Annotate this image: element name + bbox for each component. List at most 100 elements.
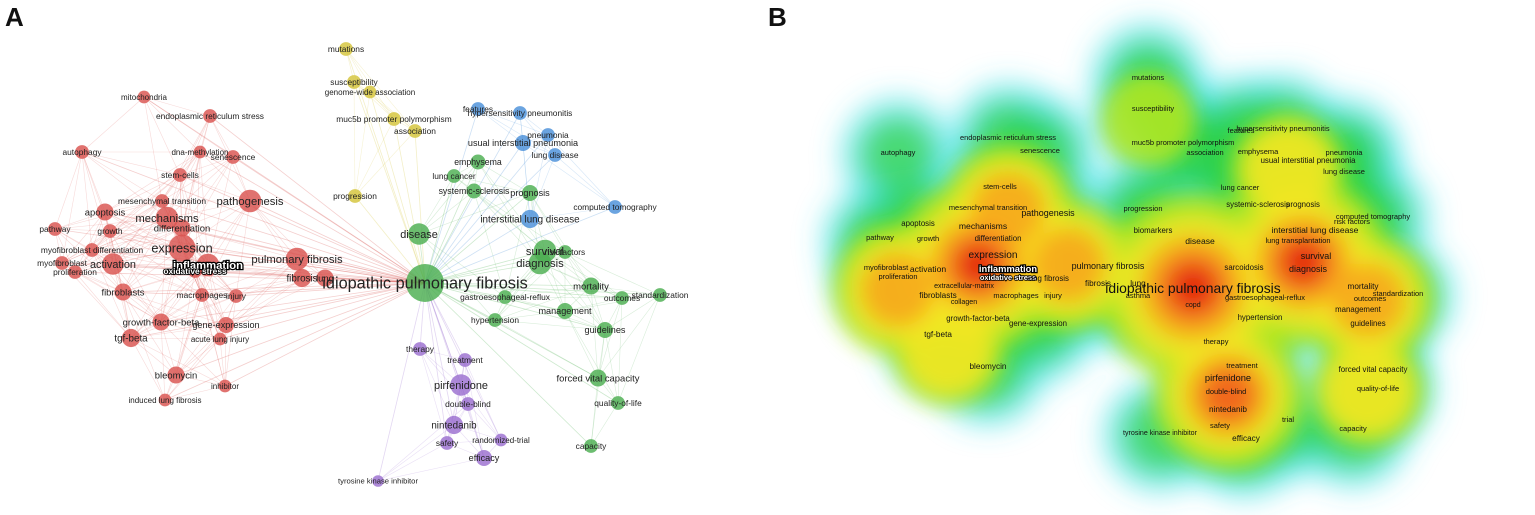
network-link <box>194 270 237 297</box>
panel-b-density-map: idiopathic pulmonary fibrosis expression i… <box>822 22 1456 499</box>
network-link <box>467 403 485 459</box>
network-link <box>74 200 163 273</box>
node-therapy <box>413 342 427 356</box>
network-link <box>91 249 209 266</box>
network-link <box>446 439 502 444</box>
node-label: induced lung fibrosis <box>128 396 201 405</box>
density-label: autophagy <box>881 148 916 157</box>
node-proliferation <box>68 265 82 279</box>
node-label: outcomes <box>604 293 640 303</box>
node-label: acute lung injury <box>191 335 249 344</box>
node-stem-cells <box>173 168 187 182</box>
density-label: gastroesophageal-reflux <box>1225 293 1305 302</box>
density-label: forced vital capacity <box>1339 365 1408 374</box>
node-label: mitochondria <box>121 93 167 102</box>
density-hotspot <box>861 253 935 327</box>
node-label: hypertension <box>471 315 519 325</box>
network-link <box>529 192 592 287</box>
node-dna-methylation <box>193 145 207 159</box>
network-link <box>91 247 183 251</box>
network-link <box>130 337 221 340</box>
network-link <box>225 277 326 326</box>
node-muc5b-promoter-polymorphism <box>387 112 401 126</box>
node-label: myofibroblast differentiation <box>41 245 144 255</box>
network-link <box>477 108 556 156</box>
density-label: extracellular-matrix <box>934 282 994 290</box>
network-link <box>175 338 221 376</box>
network-link <box>418 190 475 235</box>
network-link <box>199 151 426 284</box>
density-label: systemic-sclerosis <box>1226 200 1290 209</box>
node-pneumonia <box>541 128 555 142</box>
network-link <box>112 217 168 265</box>
network-link <box>122 291 227 326</box>
network-link <box>424 282 619 404</box>
density-label: features <box>1228 126 1255 135</box>
network-link <box>207 264 221 340</box>
network-link <box>494 285 592 321</box>
node-inflammation <box>196 253 220 277</box>
network-link <box>122 282 426 293</box>
node-label: activation <box>90 259 136 271</box>
network-link <box>529 192 566 253</box>
network-link <box>235 258 298 297</box>
node-label: stem-cells <box>161 170 199 180</box>
density-hotspots <box>831 72 1435 471</box>
network-link <box>590 377 599 447</box>
network-link <box>424 142 524 284</box>
node-label: dna-methylation <box>171 148 228 157</box>
network-link <box>181 227 298 260</box>
network-link <box>207 264 303 279</box>
node-label: growth <box>97 226 122 236</box>
node-label: differentiation <box>154 223 211 234</box>
node-standardization <box>653 288 667 302</box>
node-label: nintedanib <box>431 420 477 431</box>
network-link <box>175 295 237 376</box>
density-label: fibrosis <box>1085 279 1111 288</box>
density-hotspot <box>1243 125 1333 215</box>
density-hotspot <box>1331 263 1405 337</box>
network-link <box>161 156 234 202</box>
node-pulmonary-fibrosis <box>285 247 309 271</box>
node-interstitial-lung-disease <box>520 209 540 229</box>
network-link <box>354 91 371 197</box>
node-features <box>471 102 485 116</box>
network-link <box>143 96 211 117</box>
density-label: hypersensitivity pneumonitis <box>1236 124 1329 133</box>
node-endoplasmic-reticulum-stress <box>203 109 217 123</box>
node-label: fibrosis <box>286 273 317 284</box>
node-label: expression <box>151 241 212 255</box>
network-link <box>122 200 163 293</box>
network-link <box>219 277 303 340</box>
network-link <box>122 291 237 297</box>
density-label: stem-cells <box>983 182 1017 191</box>
network-link <box>519 112 531 220</box>
network-link <box>477 108 549 136</box>
network-link <box>419 348 448 444</box>
network-link <box>554 154 616 208</box>
network-link <box>112 263 162 323</box>
network-link <box>160 270 196 323</box>
network-link <box>166 115 211 219</box>
network-link <box>74 247 183 273</box>
network-link <box>424 282 599 379</box>
panel-a-network-map: idiopathic pulmonary fibrosis expression i… <box>37 42 689 487</box>
network-link <box>104 174 181 213</box>
density-label: interstitial lung disease <box>1272 225 1359 235</box>
network-link <box>564 251 623 299</box>
node-label: double-blind <box>445 399 491 409</box>
density-label: lung transplantation <box>1265 236 1330 245</box>
network-link <box>74 271 124 293</box>
node-fibrosis <box>292 268 312 288</box>
node-growth <box>103 224 117 238</box>
network-link <box>547 134 616 208</box>
node-label: standardization <box>632 290 689 300</box>
node-label: hypersensitivity pneumonitis <box>468 108 573 118</box>
node-tyrosine-kinase-inhibitor <box>372 475 384 487</box>
node-label: gene-expression <box>192 320 259 330</box>
node-label: features <box>463 104 493 114</box>
density-hotspot <box>1323 345 1413 435</box>
network-link <box>91 249 196 272</box>
node-randomized-trial <box>494 433 508 447</box>
network-link <box>617 294 661 404</box>
